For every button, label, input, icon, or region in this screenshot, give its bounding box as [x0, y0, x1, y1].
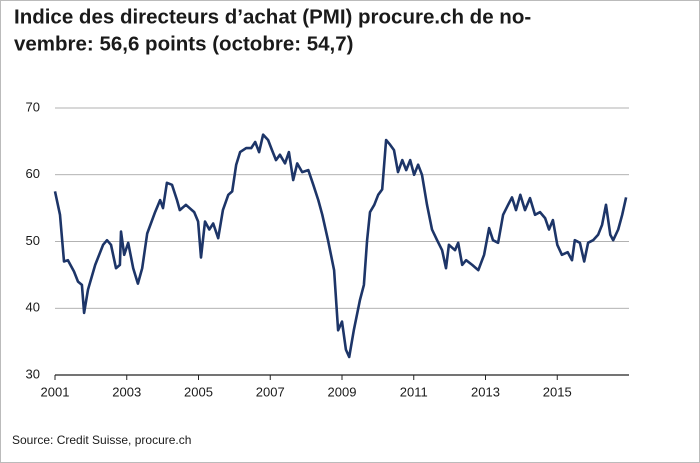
source: Source: Credit Suisse, procure.ch	[12, 433, 191, 447]
x-tick-label: 2015	[543, 384, 572, 399]
y-tick-label: 40	[26, 300, 40, 315]
x-tick-label: 2009	[328, 384, 357, 399]
chart-title: vembre: 56,6 points (octobre: 54,7)	[14, 32, 353, 55]
y-tick-label: 70	[26, 99, 40, 114]
y-tick-label: 60	[26, 166, 40, 181]
x-tick-label: 2001	[41, 384, 70, 399]
x-tick-label: 2007	[256, 384, 285, 399]
data-line	[53, 133, 628, 359]
x-tick-label: 2013	[471, 384, 500, 399]
x-tick-label: 2005	[184, 384, 213, 399]
y-tick-label: 30	[26, 366, 40, 381]
y-tick-label: 50	[26, 233, 40, 248]
chart-title: Indice des directeurs d’achat (PMI) proc…	[14, 5, 531, 28]
x-tick-label: 2011	[400, 384, 428, 399]
x-tick-label: 2003	[112, 384, 141, 399]
